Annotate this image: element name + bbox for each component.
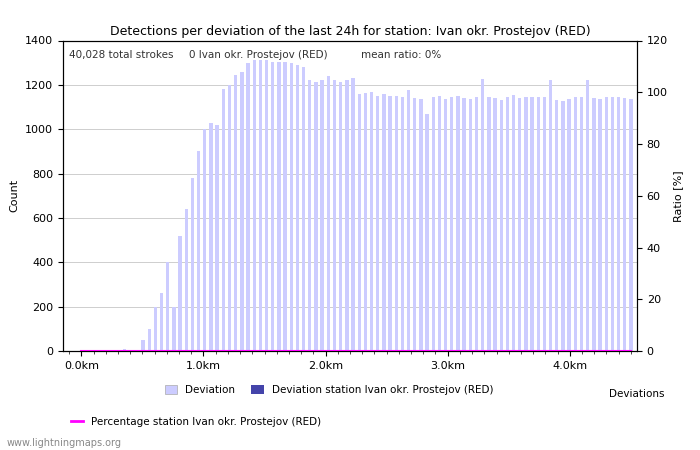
Bar — [598, 99, 602, 351]
Bar — [166, 262, 169, 351]
Bar — [419, 99, 423, 351]
Bar — [358, 94, 361, 351]
Text: 0 Ivan okr. Prostejov (RED): 0 Ivan okr. Prostejov (RED) — [189, 50, 328, 60]
Bar — [290, 63, 293, 351]
Bar — [481, 79, 484, 351]
Bar — [364, 93, 367, 351]
Bar — [302, 67, 305, 351]
Bar — [512, 95, 515, 351]
Bar — [277, 62, 281, 351]
Text: www.lightningmaps.org: www.lightningmaps.org — [7, 438, 122, 448]
Bar — [351, 78, 355, 351]
Bar — [240, 72, 244, 351]
Bar — [623, 98, 626, 351]
Bar — [228, 85, 231, 351]
Bar — [253, 60, 256, 351]
Bar — [154, 306, 157, 351]
Bar — [469, 99, 472, 351]
Bar — [524, 97, 528, 351]
Bar — [568, 99, 570, 351]
Bar — [400, 97, 404, 351]
Bar — [475, 97, 478, 351]
Bar — [494, 98, 497, 351]
Bar — [308, 81, 312, 351]
Bar — [314, 81, 318, 351]
Bar — [191, 178, 194, 351]
Bar — [389, 96, 392, 351]
Bar — [345, 81, 349, 351]
Bar — [617, 97, 620, 351]
Bar — [537, 97, 540, 351]
Bar — [141, 340, 145, 351]
Bar — [413, 98, 416, 351]
Bar — [271, 62, 274, 351]
Legend: Deviation, Deviation station Ivan okr. Prostejov (RED): Deviation, Deviation station Ivan okr. P… — [164, 385, 494, 395]
Bar — [296, 65, 299, 351]
Bar — [172, 306, 176, 351]
Bar — [542, 97, 546, 351]
Bar — [216, 125, 219, 351]
Bar — [321, 81, 324, 351]
Bar — [426, 114, 429, 351]
Y-axis label: Count: Count — [10, 179, 20, 212]
Bar — [185, 209, 188, 351]
Bar — [339, 81, 342, 351]
Bar — [123, 349, 126, 351]
Bar — [259, 60, 262, 351]
Bar — [284, 62, 287, 351]
Y-axis label: Ratio [%]: Ratio [%] — [673, 170, 683, 221]
Bar — [531, 97, 534, 351]
Bar — [246, 63, 250, 351]
Bar — [463, 98, 466, 351]
Bar — [407, 90, 410, 351]
Bar — [395, 96, 398, 351]
Bar — [376, 96, 379, 351]
Bar — [438, 96, 441, 351]
Text: Deviations: Deviations — [609, 389, 664, 399]
Bar — [178, 236, 182, 351]
Text: 40,028 total strokes: 40,028 total strokes — [69, 50, 173, 60]
Bar — [605, 97, 608, 351]
Bar — [586, 81, 589, 351]
Bar — [444, 99, 447, 351]
Bar — [505, 97, 509, 351]
Title: Detections per deviation of the last 24h for station: Ivan okr. Prostejov (RED): Detections per deviation of the last 24h… — [110, 25, 590, 38]
Bar — [549, 81, 552, 351]
Bar — [580, 97, 583, 351]
Bar — [148, 329, 151, 351]
Legend: Percentage station Ivan okr. Prostejov (RED): Percentage station Ivan okr. Prostejov (… — [71, 417, 321, 427]
Bar — [487, 97, 491, 351]
Bar — [450, 97, 454, 351]
Text: mean ratio: 0%: mean ratio: 0% — [361, 50, 442, 60]
Bar — [382, 94, 386, 351]
Bar — [209, 122, 213, 351]
Bar — [518, 98, 522, 351]
Bar — [203, 129, 206, 351]
Bar — [592, 98, 596, 351]
Bar — [456, 96, 460, 351]
Bar — [197, 151, 200, 351]
Bar — [573, 97, 577, 351]
Bar — [332, 81, 336, 351]
Bar — [555, 100, 559, 351]
Bar — [610, 97, 614, 351]
Bar — [234, 75, 237, 351]
Bar — [370, 91, 373, 351]
Bar — [222, 89, 225, 351]
Bar — [327, 76, 330, 351]
Bar — [500, 100, 503, 351]
Bar — [265, 60, 268, 351]
Bar — [432, 97, 435, 351]
Bar — [561, 102, 565, 351]
Bar — [629, 99, 633, 351]
Bar — [160, 293, 163, 351]
